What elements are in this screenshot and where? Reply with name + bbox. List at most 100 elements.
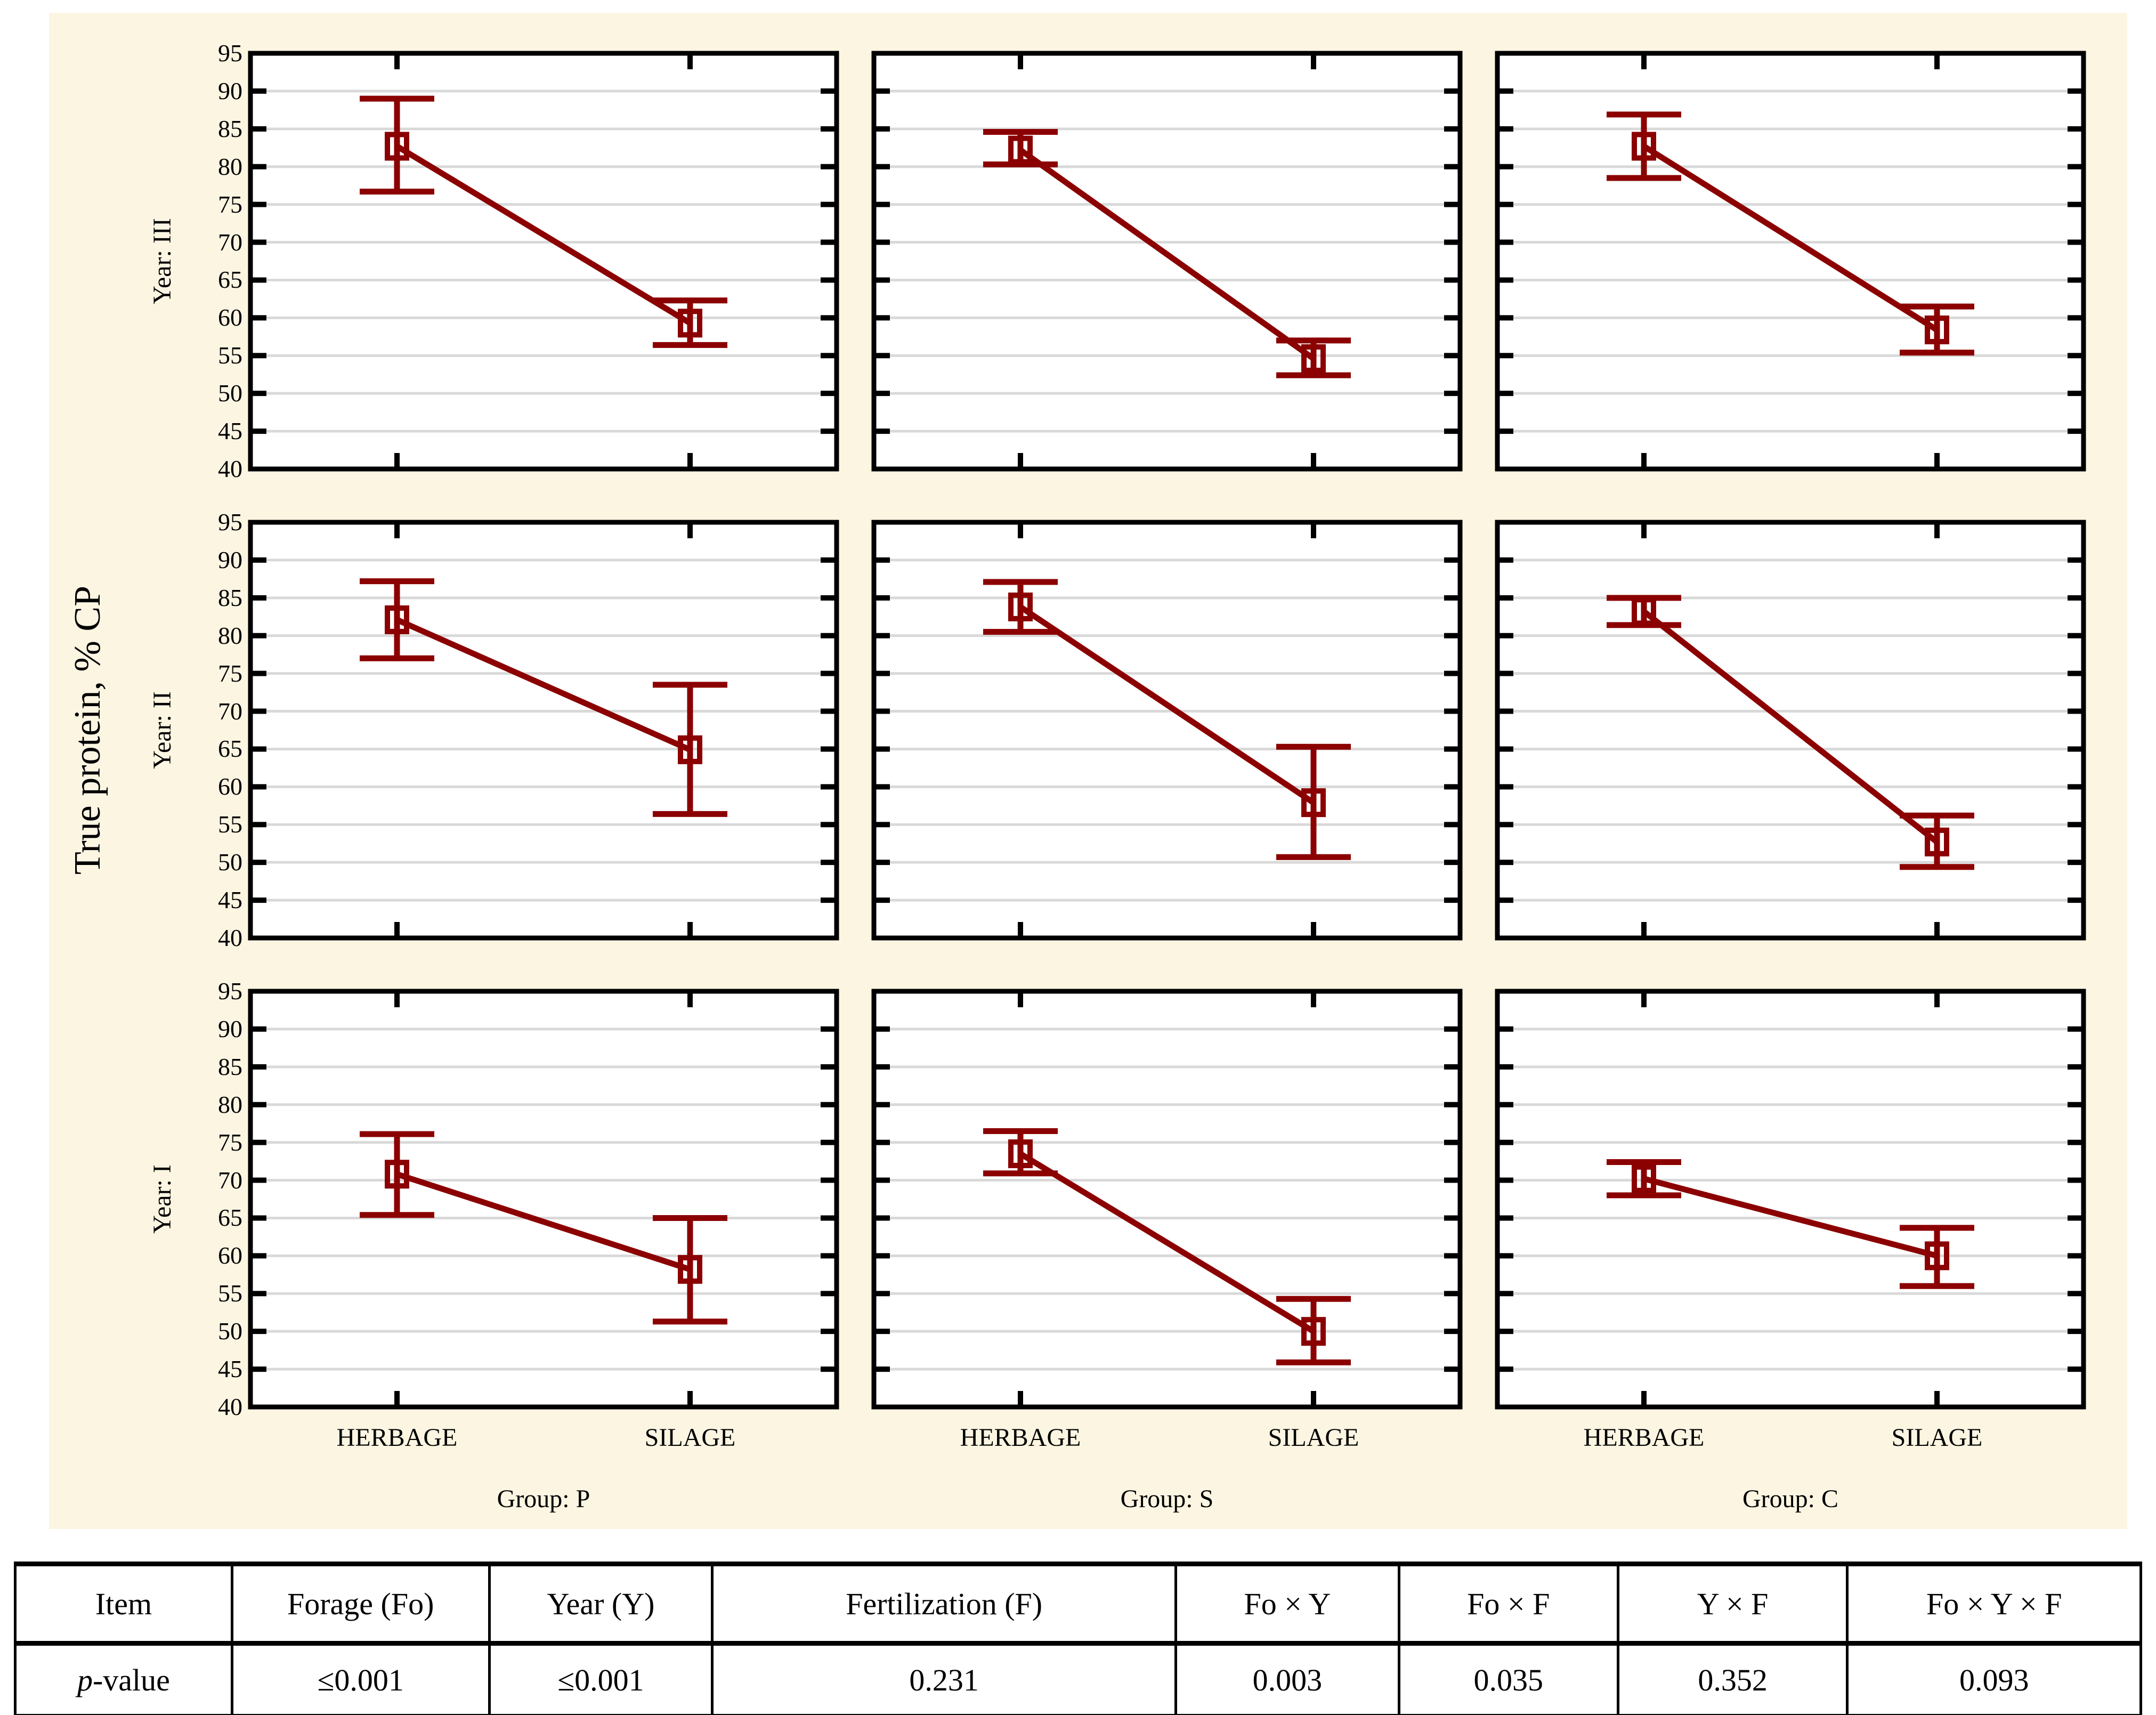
x-category-label: SILAGE: [1891, 1423, 1983, 1452]
plot-area: [874, 991, 1460, 1407]
plot-area: [250, 522, 837, 938]
table-header-year: Year (Y): [488, 1562, 714, 1646]
y-tick-label: 80: [218, 152, 242, 180]
mean-marker: [385, 1160, 409, 1189]
y-tick-label: 85: [218, 1053, 242, 1080]
y-tick-label: 90: [218, 1015, 242, 1042]
y-tick-label: 80: [218, 621, 242, 649]
table-header-fo-x-y-x-f: Fo × Y × F: [1846, 1562, 2142, 1646]
panel-plot-r0-c0: [248, 51, 839, 472]
y-tick-label: 90: [218, 77, 242, 104]
y-axis-title: True protein, % CP: [67, 586, 108, 875]
trend-line: [396, 1171, 691, 1273]
panel-plot-r1-c0: [248, 520, 839, 941]
y-tick-label: 65: [218, 1204, 242, 1232]
plot-frame: [1495, 51, 2086, 472]
y-tick-label: 45: [218, 886, 242, 914]
table-header-y-x-f: Y × F: [1616, 1562, 1849, 1646]
x-category-label: HERBAGE: [1583, 1423, 1705, 1452]
y-tick-label: 50: [218, 379, 242, 407]
trend-line: [1018, 604, 1316, 805]
y-tick-label: 75: [218, 659, 242, 687]
plot-frame: [1495, 520, 2086, 941]
plot-frame: [248, 51, 839, 472]
plot-frame: [248, 989, 839, 1410]
plot-area: [250, 991, 837, 1407]
col-label-group-p: Group: P: [497, 1485, 590, 1513]
x-category-label: SILAGE: [1268, 1423, 1359, 1452]
y-tick-label: 95: [218, 39, 242, 67]
y-tick-label: 55: [218, 811, 242, 838]
plot-frame: [248, 520, 839, 941]
y-tick-label: 50: [218, 848, 242, 876]
mean-marker: [1008, 135, 1033, 165]
x-category-label: HERBAGE: [336, 1423, 458, 1452]
y-tick-label: 70: [218, 1166, 242, 1194]
trend-line: [1642, 143, 1939, 333]
y-tick-label: 40: [218, 455, 242, 482]
y-tick-label: 95: [218, 508, 242, 536]
mean-marker: [1925, 1241, 1949, 1271]
table-cell-fertilization-p: 0.231: [711, 1642, 1177, 1715]
mean-marker: [1008, 592, 1033, 621]
panel-plot-r0-c2: [1495, 51, 2086, 472]
mean-marker: [1632, 132, 1656, 161]
table-cell-pvalue-label: p-value: [14, 1642, 233, 1715]
trend-line: [1019, 1151, 1315, 1334]
plot-area: [874, 53, 1460, 469]
table-cell-year-p: ≤0.001: [488, 1642, 714, 1715]
col-label-group-s: Group: S: [1120, 1485, 1214, 1513]
y-tick-label: 60: [218, 304, 242, 331]
y-tick-label: 45: [218, 417, 242, 445]
y-tick-label: 70: [218, 228, 242, 256]
panel-plot-r2-c0: [248, 989, 839, 1410]
y-tick-label: 70: [218, 697, 242, 725]
trend-line: [395, 143, 692, 326]
plot-area: [250, 53, 837, 469]
plot-frame: [871, 520, 1463, 941]
y-tick-label: 50: [218, 1317, 242, 1345]
y-tick-label: 40: [218, 924, 242, 951]
y-tick-label: 90: [218, 546, 242, 573]
plot-frame: [871, 51, 1463, 472]
table-header-fertilization: Fertilization (F): [711, 1562, 1177, 1646]
plot-area: [1497, 53, 2084, 469]
y-tick-label: 55: [218, 1280, 242, 1307]
y-tick-label: 55: [218, 342, 242, 369]
trend-line: [1018, 148, 1316, 361]
panel-plot-r2-c1: [871, 989, 1463, 1410]
y-tick-label: 60: [218, 1242, 242, 1269]
y-tick-label: 85: [218, 115, 242, 142]
panel-plot-r0-c1: [871, 51, 1463, 472]
table-header-fo-x-y: Fo × Y: [1174, 1562, 1400, 1646]
y-tick-label: 65: [218, 735, 242, 763]
plot-frame: [1495, 989, 2086, 1410]
table-cell-fo-x-y-p: 0.003: [1174, 1642, 1400, 1715]
panel-plot-r1-c2: [1495, 520, 2086, 941]
mean-marker: [1008, 1139, 1033, 1168]
y-tick-label: 75: [218, 1128, 242, 1156]
mean-marker: [1632, 597, 1656, 626]
mean-marker: [678, 735, 702, 764]
plot-frame: [871, 989, 1463, 1410]
trend-line: [1643, 1176, 1938, 1259]
y-tick-label: 80: [218, 1090, 242, 1118]
table-cell-fo-x-f-p: 0.035: [1397, 1642, 1619, 1715]
mean-marker: [1925, 316, 1949, 345]
y-tick-label: 40: [218, 1393, 242, 1420]
mean-marker: [678, 1255, 702, 1284]
panel-plot-r1-c1: [871, 520, 1463, 941]
pvalue-table: Item Forage (Fo) Year (Y) Fertilization …: [14, 1562, 2142, 1715]
mean-marker: [1301, 1317, 1326, 1346]
mean-marker: [1301, 344, 1326, 373]
col-label-group-c: Group: C: [1742, 1485, 1838, 1513]
mean-marker: [678, 309, 702, 338]
plot-area: [874, 522, 1460, 938]
trend-line: [1642, 609, 1939, 845]
table-header-item: Item: [14, 1562, 233, 1646]
trend-line: [395, 617, 692, 753]
y-tick-label: 75: [218, 190, 242, 218]
table-header-fo-x-f: Fo × F: [1397, 1562, 1619, 1646]
mean-marker: [385, 605, 409, 634]
